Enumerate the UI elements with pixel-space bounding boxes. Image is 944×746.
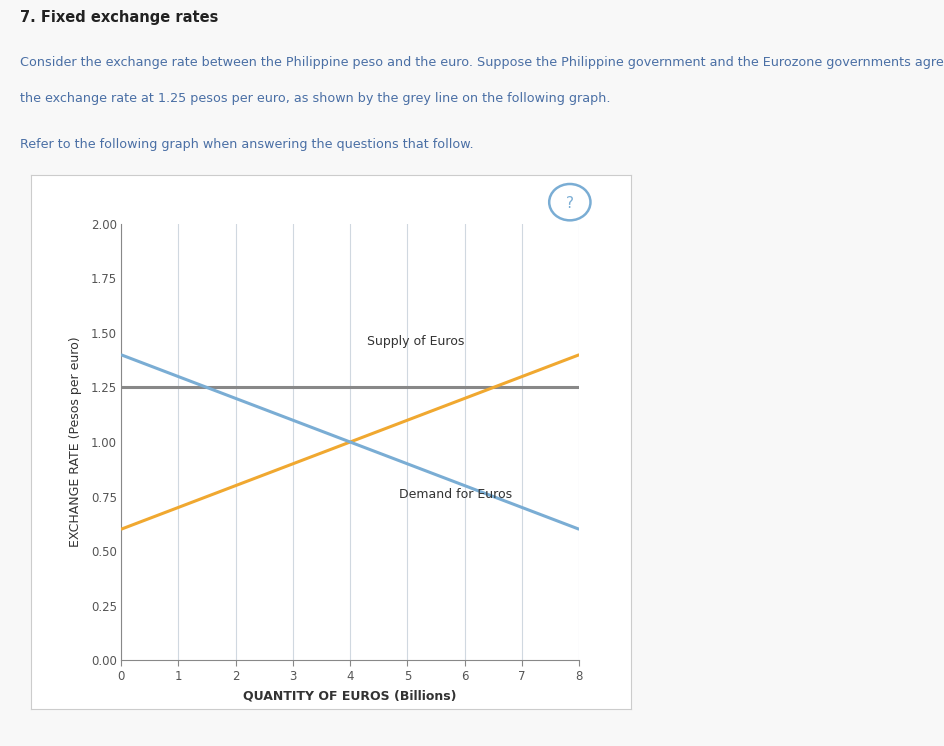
Text: Refer to the following graph when answering the questions that follow.: Refer to the following graph when answer…	[21, 138, 474, 151]
X-axis label: QUANTITY OF EUROS (Billions): QUANTITY OF EUROS (Billions)	[244, 690, 456, 703]
Text: Demand for Euros: Demand for Euros	[398, 488, 512, 501]
Text: Consider the exchange rate between the Philippine peso and the euro. Suppose the: Consider the exchange rate between the P…	[21, 56, 944, 69]
Text: the exchange rate at 1.25 pesos per euro, as shown by the grey line on the follo: the exchange rate at 1.25 pesos per euro…	[21, 93, 610, 105]
Y-axis label: EXCHANGE RATE (Pesos per euro): EXCHANGE RATE (Pesos per euro)	[69, 336, 82, 548]
Text: Supply of Euros: Supply of Euros	[367, 335, 464, 348]
Text: 7. Fixed exchange rates: 7. Fixed exchange rates	[21, 10, 218, 25]
Text: ?: ?	[565, 195, 573, 210]
